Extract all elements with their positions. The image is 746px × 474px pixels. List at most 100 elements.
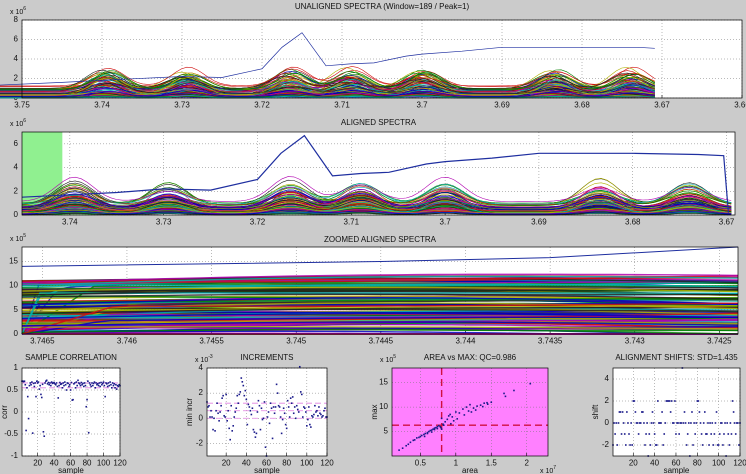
- x-tick-label: 3.69: [531, 218, 547, 227]
- data-point: [35, 395, 37, 398]
- data-point: [101, 382, 104, 385]
- data-point: [67, 382, 69, 385]
- data-point: [272, 406, 275, 408]
- x-tick-label: 120: [733, 459, 746, 468]
- data-point: [288, 416, 291, 418]
- x-tick-label: 120: [113, 459, 127, 468]
- axes-frame: [21, 131, 736, 216]
- data-point: [281, 418, 284, 421]
- data-point: [641, 411, 643, 413]
- data-point: [436, 427, 439, 430]
- y-tick-label: 15: [379, 378, 388, 387]
- data-point: [659, 422, 661, 424]
- data-point: [306, 425, 308, 427]
- data-point: [45, 380, 47, 382]
- y-exponent-power: 6: [23, 118, 26, 124]
- data-point: [227, 409, 229, 412]
- data-point: [283, 412, 286, 415]
- y-axis-label: max: [370, 404, 379, 419]
- data-point: [462, 408, 464, 410]
- data-point: [456, 418, 459, 420]
- data-point: [40, 396, 43, 399]
- data-point: [666, 400, 669, 402]
- data-point: [83, 382, 86, 384]
- data-point: [662, 444, 664, 446]
- data-point: [452, 420, 455, 422]
- data-point: [223, 414, 225, 417]
- data-point: [26, 395, 29, 398]
- data-point: [686, 433, 689, 435]
- data-point: [64, 383, 67, 386]
- data-point: [674, 400, 676, 402]
- data-point: [70, 381, 73, 384]
- x-tick-label: 60: [66, 459, 75, 468]
- data-point: [293, 406, 296, 408]
- y-tick-label: 1: [14, 363, 19, 372]
- spectrum-line: [21, 211, 732, 216]
- data-point: [677, 422, 679, 424]
- data-point: [271, 437, 274, 440]
- spectrum-line: [0, 95, 655, 99]
- data-point: [663, 433, 666, 435]
- data-point: [61, 387, 64, 389]
- data-point: [645, 433, 647, 435]
- data-point: [698, 411, 701, 413]
- data-point: [447, 415, 450, 417]
- data-point: [299, 391, 302, 393]
- x-tick-label: 60: [672, 459, 681, 468]
- y-tick-label: 8: [14, 15, 19, 24]
- data-point: [50, 381, 53, 383]
- x-tick-label: 80: [282, 459, 291, 468]
- x-tick-label: 3.73: [174, 101, 190, 110]
- data-point: [243, 394, 246, 397]
- y-tick-label: 4: [199, 363, 204, 372]
- data-point: [665, 400, 668, 402]
- data-point: [631, 444, 634, 446]
- spectrum-line: [21, 191, 732, 210]
- data-point: [74, 387, 77, 389]
- data-point: [251, 407, 254, 410]
- y-tick-label: 6: [14, 139, 19, 148]
- spectrum-line: [21, 293, 739, 300]
- data-point: [436, 425, 439, 428]
- data-point: [710, 433, 712, 435]
- data-point: [490, 401, 493, 404]
- data-point: [320, 413, 322, 416]
- data-point: [325, 416, 327, 418]
- y-tick-label: 0: [14, 210, 19, 219]
- data-point: [733, 422, 736, 424]
- data-point: [107, 382, 110, 384]
- data-point: [254, 436, 257, 438]
- data-point: [433, 427, 436, 429]
- data-point: [649, 444, 652, 446]
- data-point: [642, 411, 644, 413]
- spectrum-line: [21, 198, 732, 214]
- data-point: [249, 409, 252, 412]
- y-tick-label: -0.5: [4, 429, 18, 438]
- data-point: [36, 382, 39, 384]
- data-point: [702, 422, 705, 424]
- data-point: [29, 382, 32, 384]
- data-point: [715, 411, 718, 413]
- data-point: [257, 399, 260, 402]
- spectrum-line: [21, 307, 738, 312]
- plot-area: [392, 368, 548, 456]
- data-point: [423, 433, 425, 436]
- data-point: [118, 383, 120, 386]
- y-tick-label: 2: [605, 396, 610, 405]
- data-point: [277, 404, 280, 407]
- data-point: [53, 381, 55, 384]
- data-point: [628, 433, 630, 435]
- data-point: [221, 397, 223, 399]
- data-point: [440, 417, 443, 420]
- y-exponent-label: x 10-3: [195, 354, 213, 364]
- data-point: [426, 432, 429, 435]
- x-tick-label: 3.71: [334, 101, 350, 110]
- data-point: [111, 382, 114, 384]
- data-point: [71, 399, 74, 401]
- data-point: [654, 444, 657, 446]
- y-exponent-power: 5: [23, 233, 26, 239]
- axes-frame: [612, 367, 741, 457]
- data-point: [264, 446, 267, 448]
- data-point: [726, 422, 728, 424]
